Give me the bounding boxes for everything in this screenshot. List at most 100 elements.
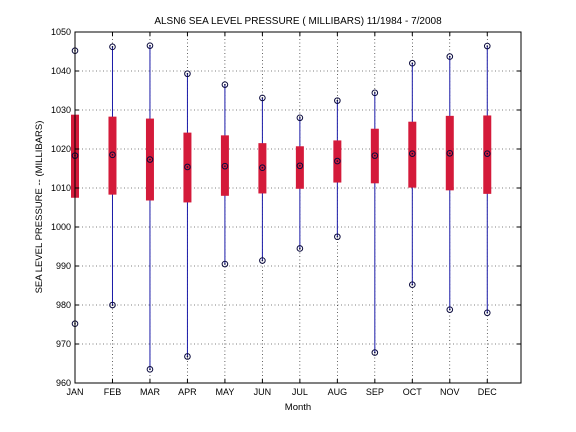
x-ticks: JAN FEB MAR APR MAY JUN JUL AUG SEP OCT NOV DEC	[66, 32, 497, 397]
min-marker-feb	[109, 301, 116, 309]
max-marker-apr	[184, 70, 191, 78]
y-tick-label-970: 970	[56, 339, 71, 349]
min-marker-dot-mar	[149, 368, 151, 371]
median-marker-oct	[409, 150, 416, 157]
max-marker-jul	[296, 114, 304, 122]
y-tick-label-1030: 1030	[51, 105, 71, 115]
max-marker-dot-sep	[374, 92, 376, 94]
min-marker-dot-nov	[448, 308, 451, 311]
max-marker-aug	[334, 97, 341, 104]
median-marker-dot-apr	[186, 166, 189, 168]
y-tick-label-980: 980	[56, 300, 71, 310]
grid-lines	[75, 32, 521, 383]
max-marker-jun	[259, 94, 266, 102]
min-marker-dot-jun	[261, 259, 264, 262]
median-marker-dot-nov	[448, 152, 451, 155]
min-marker-dec	[483, 309, 491, 317]
plot-frame	[74, 31, 522, 384]
median-marker-jul	[296, 162, 304, 170]
max-marker-dot-jun	[261, 97, 264, 99]
median-marker-sep	[371, 152, 379, 159]
max-marker-dot-mar	[149, 44, 151, 47]
max-marker-nov	[446, 53, 454, 60]
x-tick-label-may: MAY	[215, 387, 234, 397]
min-marker-jun	[259, 257, 266, 264]
min-marker-dot-aug	[336, 235, 339, 238]
max-marker-mar	[146, 42, 154, 49]
x-tick-label-aug: AUG	[328, 387, 348, 397]
median-marker-jun	[259, 164, 266, 172]
x-tick-label-jul: JUL	[292, 387, 308, 397]
min-marker-jul	[296, 245, 304, 252]
x-axis-label: Month	[285, 402, 311, 413]
median-marker-dot-jul	[299, 164, 301, 167]
min-marker-dot-oct	[411, 283, 414, 286]
median-marker-dot-mar	[149, 158, 151, 161]
min-marker-dot-apr	[186, 355, 189, 358]
y-tick-label-1050: 1050	[51, 27, 71, 37]
median-marker-nov	[446, 149, 454, 157]
median-marker-dot-aug	[336, 160, 339, 162]
max-marker-sep	[371, 89, 379, 97]
min-marker-oct	[409, 281, 416, 289]
min-marker-apr	[184, 353, 191, 360]
min-marker-dot-may	[224, 263, 226, 265]
max-marker-dot-dec	[486, 45, 489, 47]
median-marker-dec	[483, 150, 491, 157]
max-marker-dot-aug	[336, 99, 339, 102]
median-marker-dot-sep	[374, 154, 376, 157]
median-marker-dot-jun	[261, 166, 264, 169]
box-oct	[408, 121, 417, 188]
min-marker-dot-jul	[299, 247, 301, 250]
max-marker-dot-feb	[111, 46, 114, 48]
min-marker-may	[221, 260, 229, 268]
y-tick-label-1040: 1040	[51, 66, 71, 76]
max-marker-may	[221, 81, 229, 88]
min-marker-dot-feb	[111, 304, 114, 306]
y-tick-label-1020: 1020	[51, 144, 71, 154]
chart-title: ALSN6 SEA LEVEL PRESSURE ( MILLIBARS) 11…	[154, 16, 442, 27]
x-tick-label-oct: OCT	[403, 387, 423, 397]
max-marker-dot-nov	[448, 55, 451, 58]
max-marker-feb	[109, 43, 116, 51]
max-marker-dot-jul	[299, 117, 301, 119]
y-tick-label-960: 960	[56, 378, 71, 388]
median-marker-dot-oct	[411, 152, 414, 155]
median-marker-dot-dec	[486, 152, 489, 155]
median-marker-feb	[109, 151, 116, 159]
y-tick-label-1000: 1000	[51, 222, 71, 232]
x-tick-label-sep: SEP	[366, 387, 384, 397]
max-marker-oct	[409, 59, 416, 67]
x-tick-label-feb: FEB	[104, 387, 122, 397]
x-tick-label-jun: JUN	[254, 387, 272, 397]
x-tick-label-nov: NOV	[440, 387, 460, 397]
median-marker-may	[221, 162, 229, 170]
median-marker-apr	[184, 163, 191, 171]
median-marker-dot-may	[224, 165, 226, 167]
median-marker-aug	[334, 157, 341, 165]
box-jul	[295, 146, 304, 189]
y-tick-label-990: 990	[56, 261, 71, 271]
max-marker-dot-may	[224, 83, 226, 86]
median-marker-dot-feb	[111, 154, 114, 156]
min-marker-dot-dec	[486, 312, 489, 314]
box-dec	[483, 115, 492, 194]
median-marker-mar	[146, 156, 154, 163]
min-marker-mar	[146, 366, 154, 373]
y-tick-label-1010: 1010	[51, 183, 71, 193]
max-marker-dot-apr	[186, 72, 189, 75]
x-tick-label-apr: APR	[178, 387, 197, 397]
x-tick-label-mar: MAR	[140, 387, 161, 397]
x-tick-label-dec: DEC	[478, 387, 498, 397]
min-marker-sep	[371, 349, 379, 356]
min-marker-nov	[446, 306, 454, 313]
plot-marks	[71, 42, 492, 373]
y-axis-label: SEA LEVEL PRESSURE -- (MILLIBARS)	[34, 121, 45, 294]
max-marker-dot-oct	[411, 62, 414, 64]
min-marker-aug	[334, 233, 341, 241]
max-marker-dec	[483, 42, 491, 50]
x-tick-label-jan: JAN	[66, 387, 83, 397]
y-ticks: 960 970 980 990 1000 1010 1020 1030 1040 1050	[51, 27, 521, 388]
min-marker-dot-sep	[374, 351, 376, 354]
